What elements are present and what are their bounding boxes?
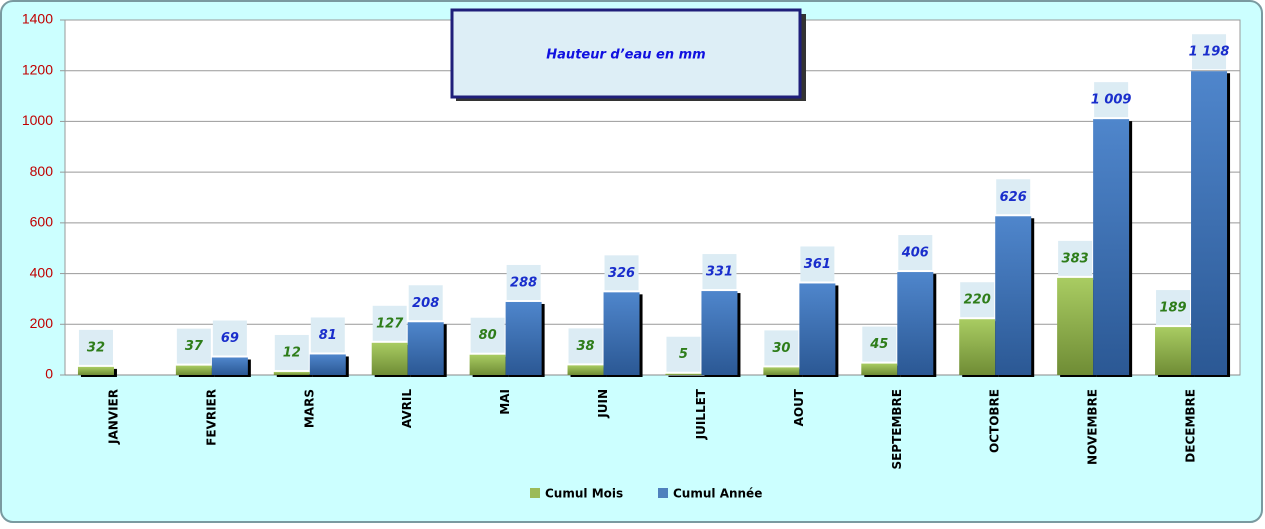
value-label-box bbox=[372, 305, 407, 341]
bar-shadow bbox=[668, 375, 705, 377]
value-label: 331 bbox=[706, 265, 733, 280]
bar bbox=[211, 357, 248, 375]
value-label: 69 bbox=[221, 331, 239, 346]
value-label-box bbox=[1156, 290, 1191, 326]
bar bbox=[959, 319, 996, 375]
x-tick-label: DECEMBRE bbox=[1184, 389, 1198, 463]
chart-title: Hauteur d’eau en mm bbox=[546, 48, 705, 63]
value-label-box bbox=[212, 320, 247, 356]
bar bbox=[371, 342, 408, 375]
bar bbox=[861, 363, 898, 375]
value-label: 1 009 bbox=[1091, 93, 1132, 108]
bar bbox=[77, 366, 114, 375]
x-tick-label: FEVRIER bbox=[204, 389, 218, 446]
value-label: 326 bbox=[608, 266, 635, 281]
value-label-box bbox=[408, 285, 443, 321]
value-label-box bbox=[470, 317, 505, 353]
bar bbox=[701, 291, 738, 375]
bar bbox=[1093, 119, 1130, 376]
legend-label: Cumul Année bbox=[673, 487, 762, 501]
value-label: 1 198 bbox=[1189, 45, 1230, 60]
bar bbox=[763, 367, 800, 375]
x-tick-label: JUIN bbox=[596, 389, 610, 419]
value-label: 45 bbox=[869, 337, 888, 352]
bar bbox=[567, 365, 604, 375]
value-label-box bbox=[274, 334, 309, 370]
bar bbox=[799, 283, 836, 375]
x-tick-label: SEPTEMBRE bbox=[890, 389, 904, 470]
value-label-box bbox=[898, 235, 933, 271]
y-tick-label: 400 bbox=[30, 264, 54, 280]
bar bbox=[273, 371, 310, 375]
value-label: 189 bbox=[1159, 301, 1186, 316]
value-label-box bbox=[1094, 82, 1129, 118]
x-tick-label: JANVIER bbox=[106, 389, 120, 445]
value-label: 5 bbox=[679, 347, 688, 362]
value-label: 361 bbox=[804, 257, 831, 272]
bar bbox=[897, 272, 934, 375]
x-tick-label: MAI bbox=[498, 389, 512, 415]
value-label-box bbox=[960, 282, 995, 318]
y-tick-label: 1400 bbox=[22, 11, 53, 27]
value-label-box bbox=[568, 328, 603, 364]
y-tick-label: 600 bbox=[30, 214, 54, 230]
value-label: 37 bbox=[185, 339, 204, 354]
y-tick-label: 1200 bbox=[22, 61, 53, 77]
bar bbox=[665, 373, 702, 375]
x-tick-label: AVRIL bbox=[400, 389, 414, 428]
value-label-box bbox=[310, 317, 345, 353]
value-label: 127 bbox=[376, 316, 404, 331]
value-label-box bbox=[506, 264, 541, 300]
value-label-box bbox=[800, 246, 835, 282]
bar bbox=[309, 354, 346, 375]
bar bbox=[505, 301, 542, 375]
value-label-box bbox=[1192, 34, 1227, 70]
bar bbox=[1057, 277, 1094, 375]
value-label-box bbox=[1058, 240, 1093, 276]
value-label: 30 bbox=[772, 341, 790, 356]
bar bbox=[603, 292, 640, 375]
bar-shadow bbox=[276, 373, 313, 377]
value-label: 288 bbox=[510, 275, 537, 290]
value-label-box bbox=[78, 329, 113, 365]
value-label: 38 bbox=[576, 339, 594, 354]
bar bbox=[469, 354, 506, 375]
y-tick-label: 1000 bbox=[22, 112, 53, 128]
y-tick-label: 0 bbox=[45, 366, 53, 382]
value-label: 32 bbox=[87, 340, 105, 355]
x-tick-label: JUILLET bbox=[694, 388, 708, 440]
y-tick-label: 800 bbox=[30, 163, 54, 179]
value-label: 208 bbox=[412, 296, 439, 311]
legend-swatch bbox=[530, 488, 540, 498]
value-label-box bbox=[176, 328, 211, 364]
bar bbox=[407, 322, 444, 375]
bar bbox=[1155, 327, 1192, 375]
value-label-box bbox=[666, 336, 701, 372]
bar bbox=[175, 365, 212, 375]
legend-label: Cumul Mois bbox=[545, 487, 623, 501]
value-label: 12 bbox=[283, 345, 301, 360]
value-label-box bbox=[764, 330, 799, 366]
x-tick-label: AOUT bbox=[792, 388, 806, 426]
value-label: 220 bbox=[964, 293, 991, 308]
value-label: 81 bbox=[319, 328, 337, 343]
value-label: 626 bbox=[1000, 190, 1027, 205]
value-label: 80 bbox=[479, 328, 497, 343]
x-tick-label: OCTOBRE bbox=[988, 389, 1002, 453]
x-tick-label: MARS bbox=[302, 389, 316, 428]
value-label: 383 bbox=[1062, 251, 1089, 266]
x-tick-label: NOVEMBRE bbox=[1086, 389, 1100, 465]
value-label-box bbox=[702, 254, 737, 290]
legend-swatch bbox=[658, 488, 668, 498]
value-label-box bbox=[996, 179, 1031, 215]
bar bbox=[1191, 71, 1228, 375]
value-label: 406 bbox=[901, 246, 929, 261]
title-box bbox=[450, 8, 802, 99]
y-tick-label: 200 bbox=[30, 315, 54, 331]
value-label-box bbox=[862, 326, 897, 362]
bar bbox=[995, 216, 1032, 375]
value-label-box bbox=[604, 255, 639, 291]
